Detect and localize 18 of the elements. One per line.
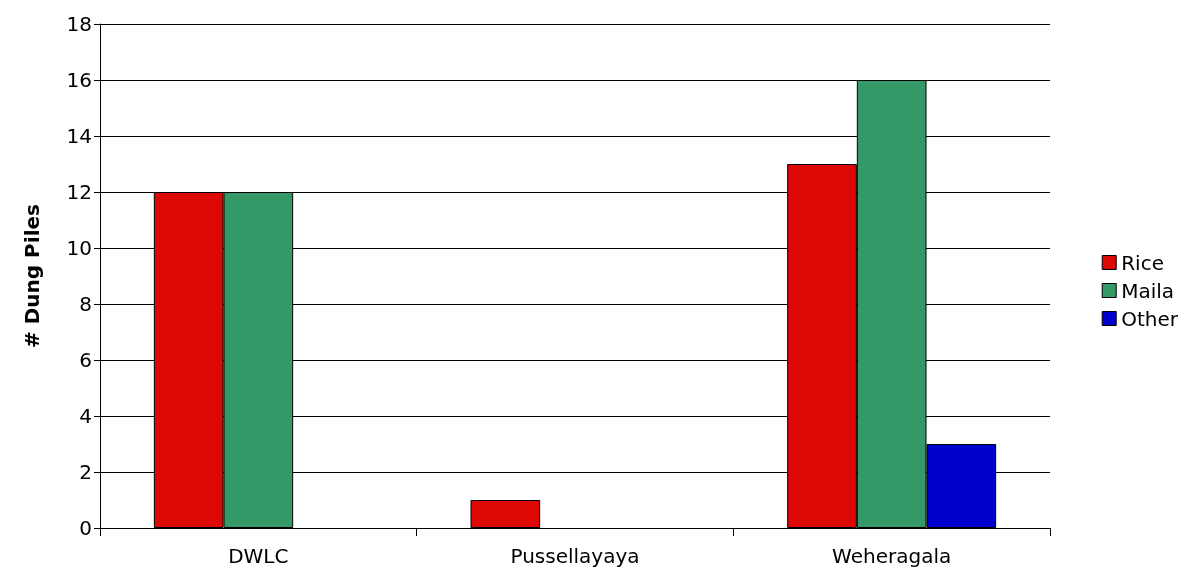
- legend-label: Maila: [1121, 278, 1175, 303]
- y-tick-label: 0: [79, 516, 92, 540]
- y-tick-label: 8: [79, 292, 92, 316]
- y-tick-label: 14: [66, 124, 92, 148]
- y-tick-label: 12: [66, 180, 92, 204]
- x-tick-label: Weheragala: [832, 544, 952, 568]
- y-tick-label: 6: [79, 348, 92, 372]
- legend-label: Rice: [1121, 250, 1164, 275]
- bar: [470, 500, 541, 528]
- y-axis-title: # Dung Piles: [20, 204, 44, 348]
- x-tick-label: DWLC: [228, 544, 289, 568]
- y-tick-label: 18: [66, 12, 92, 36]
- y-tick-label: 10: [66, 236, 92, 260]
- x-tick-label: Pussellayaya: [510, 544, 640, 568]
- y-tick-label: 16: [66, 68, 92, 92]
- legend-label: Other: [1121, 306, 1179, 331]
- y-tick-label: 2: [79, 460, 92, 484]
- y-tick-label: 4: [79, 404, 92, 428]
